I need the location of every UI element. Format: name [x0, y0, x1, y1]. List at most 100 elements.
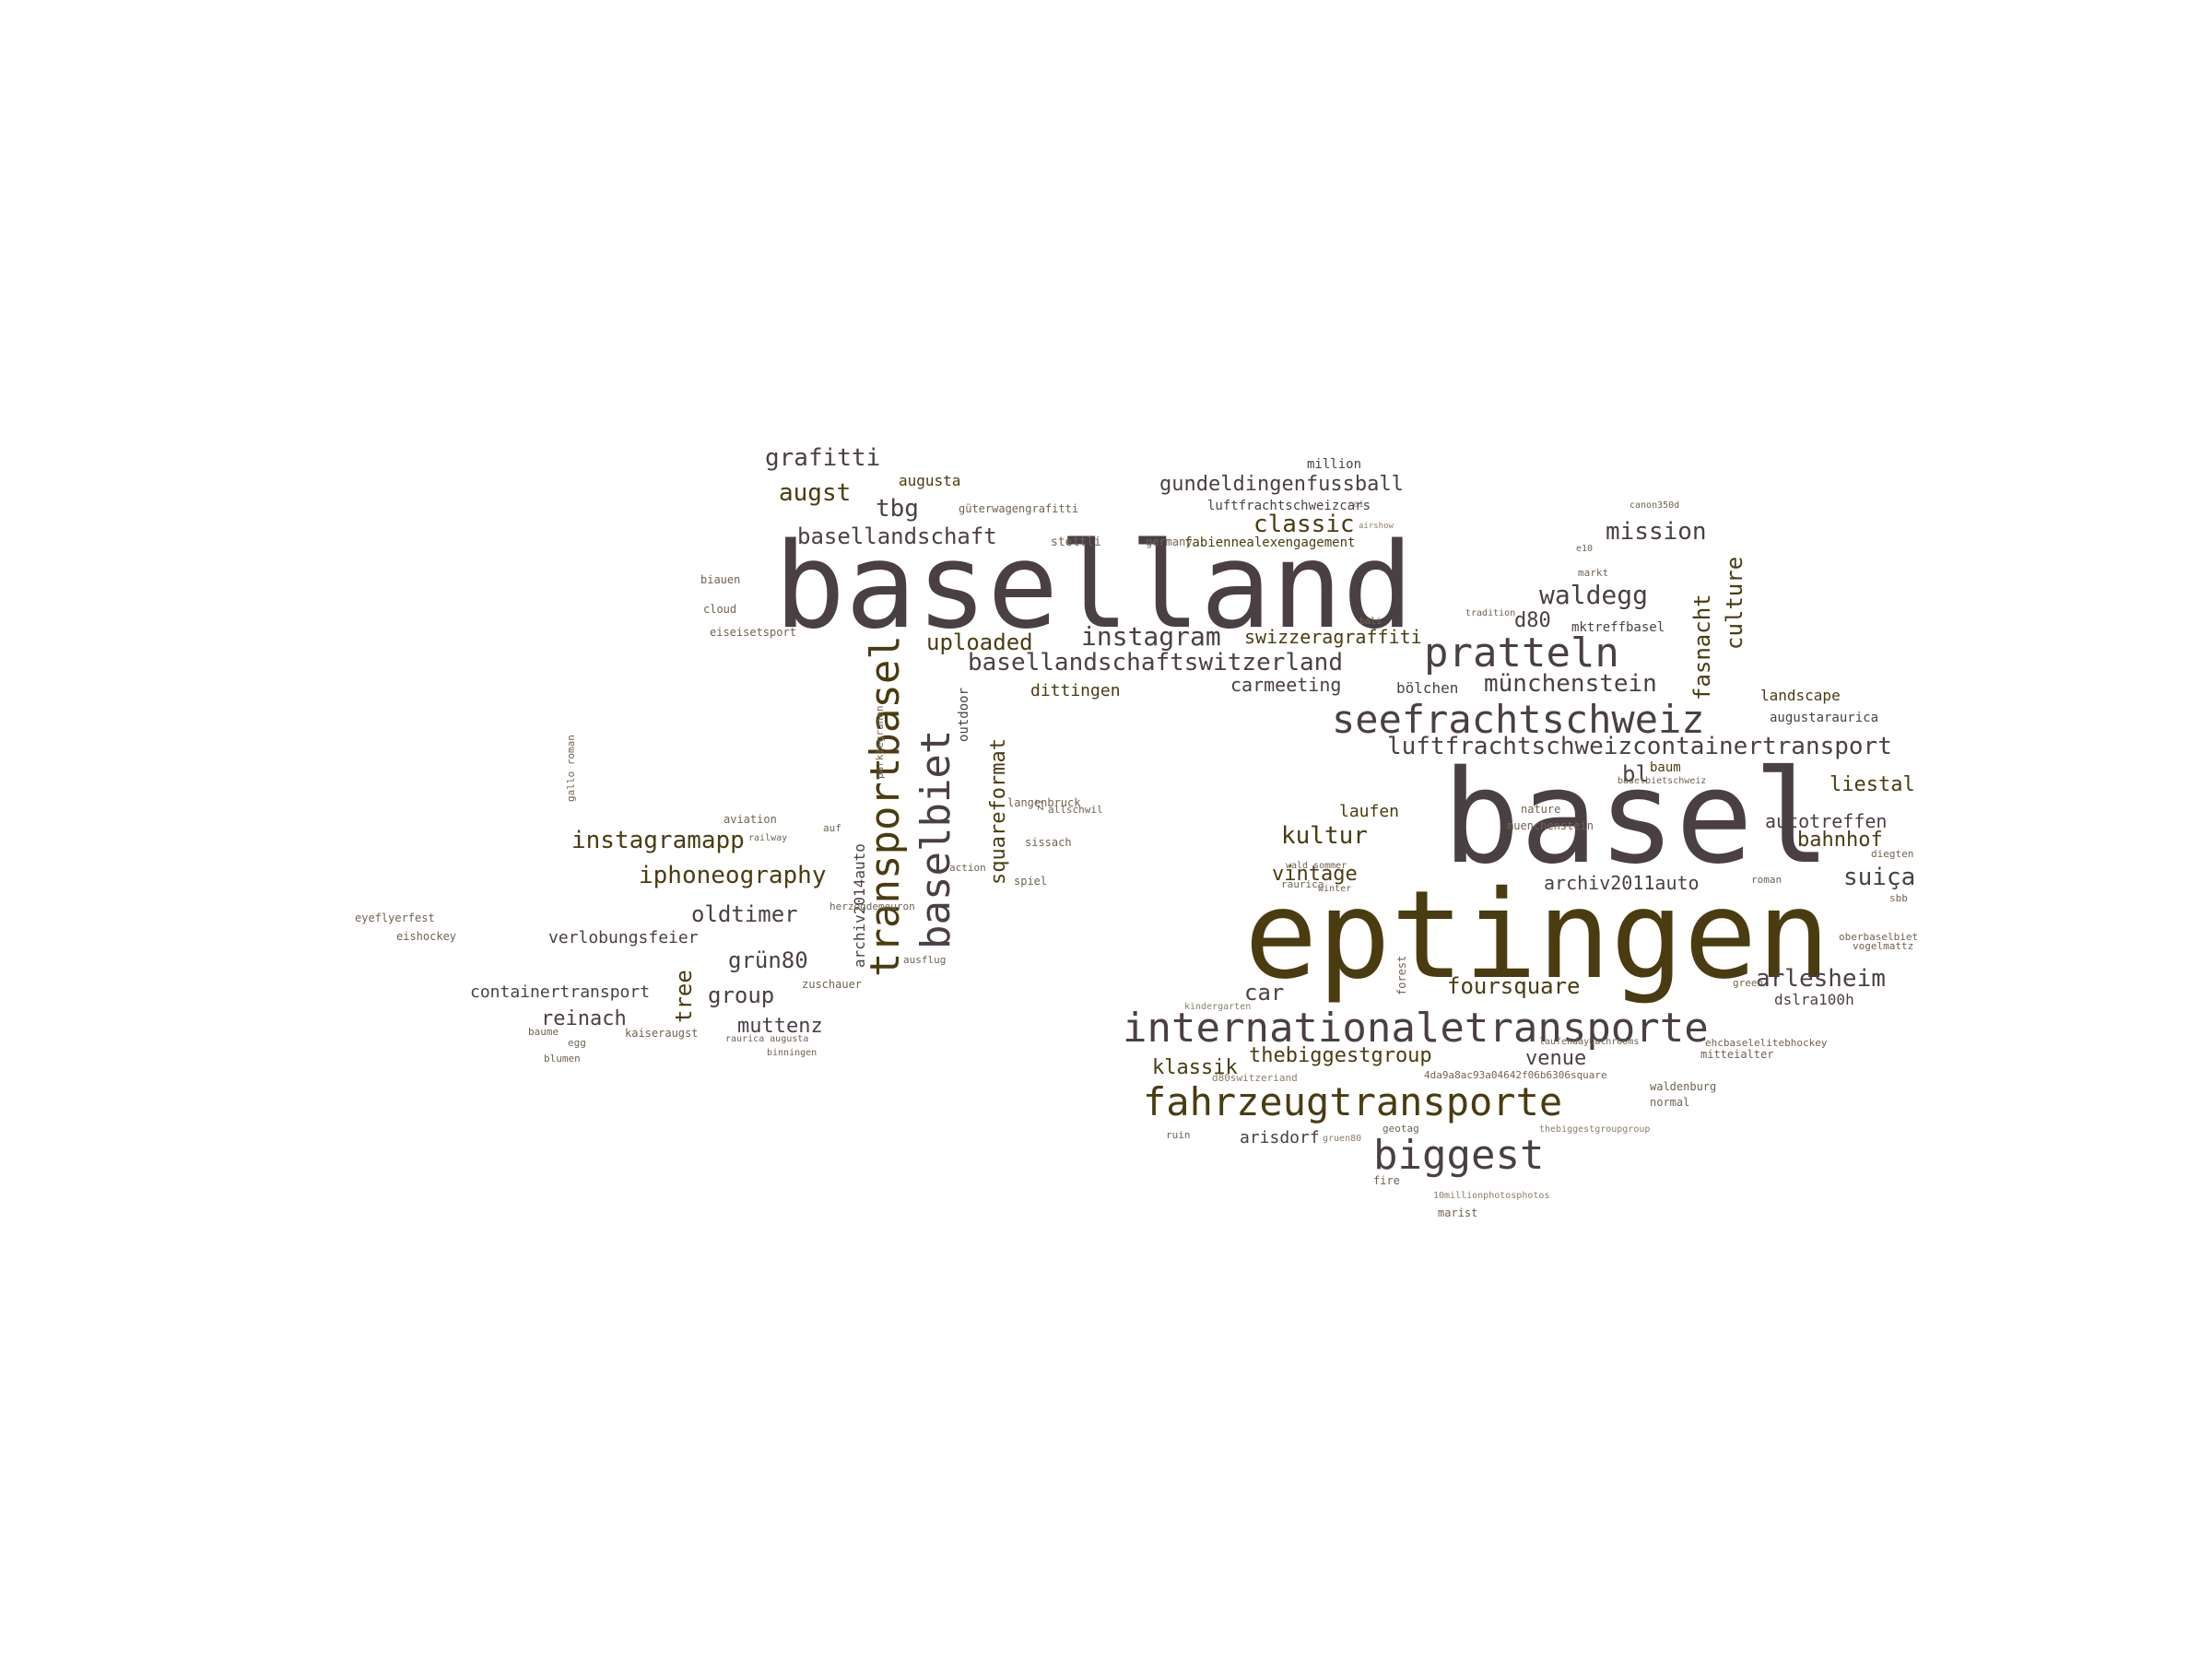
cloud-word: basellandschaft [797, 524, 997, 549]
cloud-word: laufendaybathrooms [1539, 1037, 1639, 1047]
cloud-word: gruen80 [1323, 1134, 1361, 1144]
cloud-word: parkiegrunen [874, 706, 886, 779]
cloud-word: foursquare [1447, 973, 1581, 999]
cloud-word: fabiennealexengagement [1184, 535, 1355, 550]
cloud-word: eyeflyerfest [355, 912, 435, 924]
cloud-word: baselbiet [912, 730, 959, 949]
cloud-word: augst [779, 479, 851, 507]
cloud-word: arlesheim [1756, 965, 1886, 993]
cloud-word: airshow [1359, 522, 1394, 531]
cloud-word: waldegg [1539, 580, 1648, 610]
cloud-word: egg [568, 1037, 586, 1049]
cloud-word: eiseisetsport [710, 626, 796, 639]
cloud-word: stettli [1051, 535, 1101, 549]
cloud-word: tradition [1465, 608, 1515, 618]
cloud-word: oldtimer [691, 901, 798, 927]
cloud-word: landscape [1760, 687, 1841, 704]
cloud-word: transportbasel [862, 635, 909, 977]
cloud-word: dslra100h [1774, 991, 1854, 1008]
cloud-word: 4da9a8ac93a04642f06b6306square [1424, 1069, 1607, 1081]
cloud-word: kultur [1281, 822, 1368, 850]
cloud-word: fire [1373, 1174, 1400, 1187]
cloud-word: venue [1525, 1047, 1586, 1070]
cloud-word: reinach [541, 1007, 627, 1030]
cloud-word: muttenz [737, 1015, 823, 1038]
word-cloud-words: basel eptingen baselland transportbasel … [355, 444, 1918, 1219]
cloud-word: auf [823, 822, 841, 834]
cloud-word: pratteln [1424, 629, 1619, 677]
cloud-word: iphoneography [639, 862, 827, 889]
cloud-word: internationaletransporte [1123, 1005, 1709, 1052]
cloud-word: instagramapp [571, 827, 745, 854]
cloud-word: waldenburg [1650, 1080, 1716, 1093]
cloud-word: thebiggestgroup [1249, 1044, 1432, 1067]
cloud-word: bahnhof [1797, 829, 1883, 852]
cloud-word: cloud [703, 603, 736, 616]
cloud-word: ausflug [903, 954, 946, 966]
cloud-word: autotreffen [1765, 810, 1887, 832]
cloud-word: grün80 [728, 947, 808, 973]
cloud-word: archiv2014auto [851, 843, 868, 968]
cloud-word: archiv2011auto [1544, 872, 1700, 894]
cloud-word: 10millionphotosphotos [1433, 1191, 1549, 1201]
cloud-word: luftfrachtschweizcars [1207, 499, 1371, 513]
cloud-word: uploaded [926, 629, 1033, 655]
cloud-word: sbb [1889, 892, 1908, 904]
cloud-word: gallo roman [565, 735, 577, 802]
cloud-word: railway [748, 833, 787, 843]
cloud-word: eishockey [396, 930, 456, 943]
cloud-word: herzogdemeuron [830, 900, 915, 912]
cloud-word: thebiggestgroupgroup [1539, 1124, 1650, 1135]
cloud-word: muenchenstein [1507, 819, 1594, 832]
cloud-word: germany [1146, 535, 1193, 548]
cloud-word: fahrzeugtransporte [1143, 1079, 1562, 1124]
cloud-word: squareformat [987, 738, 1010, 885]
cloud-word: baselbietschweiz [1618, 776, 1706, 786]
cloud-word: d80 [1514, 609, 1551, 632]
cloud-word: raurica [1281, 878, 1324, 890]
cloud-word: fasnacht [1689, 594, 1715, 700]
cloud-word: grafitti [765, 444, 880, 472]
cloud-word: markt [1578, 567, 1608, 579]
cloud-word: langenbruck [1007, 796, 1081, 809]
cloud-word: liestal [1830, 773, 1915, 796]
cloud-word: action [949, 862, 986, 874]
cloud-word: mktreffbasel [1571, 620, 1665, 635]
cloud-word: basellandschaftswitzerland [968, 649, 1343, 677]
cloud-word: binningen [767, 1048, 817, 1058]
cloud-word: baum [1650, 760, 1681, 775]
cloud-word: z7 [1034, 799, 1046, 811]
cloud-word: normal [1650, 1096, 1689, 1109]
cloud-word: containertransport [470, 982, 650, 1002]
cloud-word: biauen [700, 573, 740, 586]
cloud-word: raurica augusta [725, 1034, 808, 1044]
cloud-word: marist [1438, 1206, 1477, 1219]
cloud-word: winter [1318, 884, 1351, 894]
cloud-word: million [1307, 457, 1361, 472]
cloud-word: zuschauer [802, 978, 862, 991]
cloud-word: tree [671, 970, 697, 1023]
cloud-word: carmeeting [1230, 674, 1341, 696]
cloud-word: e10 [1576, 544, 1593, 554]
cloud-word: swizzeragraffiti [1244, 626, 1422, 648]
cloud-word: bölchen [1396, 679, 1458, 697]
cloud-word: münchenstein [1484, 670, 1657, 698]
cloud-word: rai [1347, 500, 1364, 510]
cloud-word: baselland [774, 518, 1414, 655]
cloud-word: group [708, 982, 774, 1008]
cloud-word: eptingen [1244, 865, 1830, 1006]
cloud-word: augustaraurica [1770, 711, 1878, 725]
cloud-word: forest [1395, 956, 1408, 995]
cloud-word: blumen [544, 1053, 581, 1065]
cloud-word: oberbaselbiet [1839, 931, 1918, 943]
cloud-word: car [1244, 980, 1284, 1006]
cloud-word: nature [1521, 803, 1560, 816]
cloud-word: mitteialter [1700, 1048, 1773, 1061]
cloud-word: diegten [1871, 848, 1913, 860]
cloud-word: verlobungsfeier [548, 928, 699, 947]
cloud-word: baume [528, 1026, 559, 1038]
cloud-word: classic [1253, 511, 1355, 538]
cloud-word: aviation [724, 813, 777, 826]
cloud-word: bali [1359, 617, 1382, 627]
